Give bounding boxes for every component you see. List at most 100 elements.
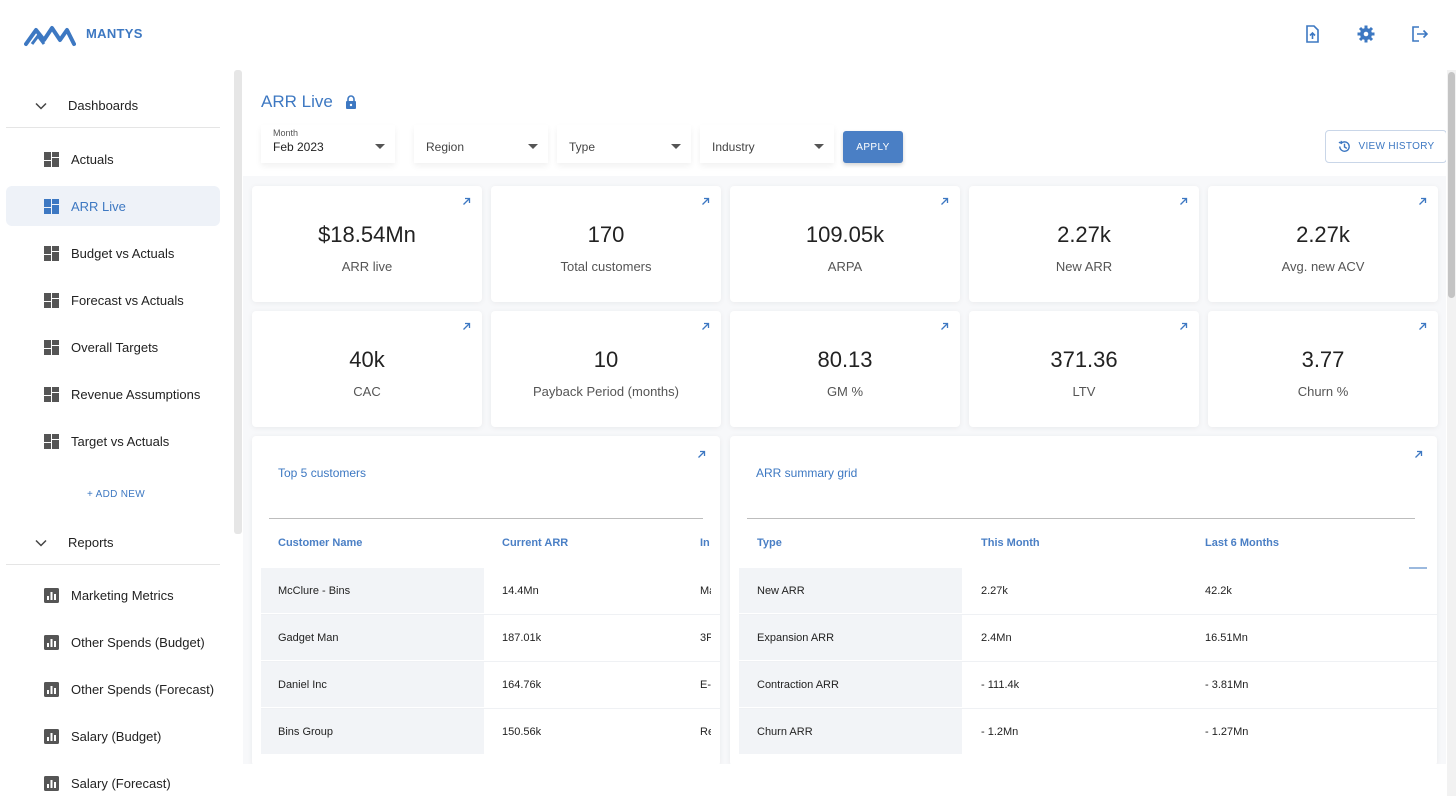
caret-down-icon bbox=[528, 144, 538, 149]
sidebar-item-other-spends-budget[interactable]: Other Spends (Budget) bbox=[6, 622, 220, 662]
kpi-label: ARR live bbox=[341, 259, 393, 274]
scrollbar-thumb[interactable] bbox=[1448, 72, 1455, 298]
sidebar-item-target-vs-actuals[interactable]: Target vs Actuals bbox=[6, 421, 220, 461]
bar-chart-icon bbox=[44, 587, 59, 603]
scroll-indicator bbox=[1409, 567, 1427, 569]
arr-summary-panel: ARR summary grid Type This Month Last 6 … bbox=[730, 436, 1437, 764]
table-cell: Contraction ARR bbox=[757, 679, 839, 691]
kpi-label: Payback Period (months) bbox=[533, 384, 679, 399]
kpi-value: 10 bbox=[593, 347, 619, 372]
sidebar-item-overall-targets[interactable]: Overall Targets bbox=[6, 327, 220, 367]
sidebar-section-reports[interactable]: Reports bbox=[6, 521, 220, 565]
caret-down-icon bbox=[375, 144, 385, 149]
kpi-card-payback-period: 10 Payback Period (months) bbox=[491, 311, 721, 427]
mountain-logo-icon bbox=[24, 26, 76, 46]
row-divider bbox=[739, 661, 1437, 662]
sidebar-item-marketing-metrics[interactable]: Marketing Metrics bbox=[6, 575, 220, 615]
table-cell: Re bbox=[700, 726, 711, 738]
kpi-value: 3.77 bbox=[1301, 347, 1345, 372]
table-cell: Bins Group bbox=[278, 726, 334, 738]
sidebar-item-label: Budget vs Actuals bbox=[71, 245, 175, 261]
apply-button[interactable]: APPLY bbox=[843, 131, 903, 163]
month-select-label: Month bbox=[273, 128, 299, 138]
kpi-value: 371.36 bbox=[1050, 347, 1118, 372]
dashboard-icon bbox=[44, 198, 59, 214]
column-header[interactable]: This Month bbox=[981, 537, 1040, 549]
region-select[interactable]: Region bbox=[414, 125, 548, 163]
industry-select-placeholder: Industry bbox=[712, 140, 755, 154]
bar-chart-icon bbox=[44, 681, 59, 697]
kpi-card-cac: 40k CAC bbox=[252, 311, 482, 427]
gear-icon[interactable] bbox=[1356, 24, 1376, 44]
kpi-label: Avg. new ACV bbox=[1281, 259, 1365, 274]
sidebar-item-label: ARR Live bbox=[71, 198, 126, 214]
table-cell: 2.27k bbox=[981, 585, 1008, 597]
expand-arrow-icon[interactable] bbox=[701, 322, 710, 331]
expand-arrow-icon[interactable] bbox=[940, 322, 949, 331]
kpi-card-new-arr: 2.27k New ARR bbox=[969, 186, 1199, 302]
table-cell: 3P bbox=[700, 632, 711, 644]
table-cell: 42.2k bbox=[1205, 585, 1232, 597]
expand-arrow-icon[interactable] bbox=[1179, 322, 1188, 331]
divider bbox=[269, 518, 703, 519]
lock-icon bbox=[345, 95, 356, 109]
table-cell: Expansion ARR bbox=[757, 632, 835, 644]
sidebar-item-revenue-assumptions[interactable]: Revenue Assumptions bbox=[6, 374, 220, 414]
table-cell: 14.4Mn bbox=[502, 585, 539, 597]
sidebar-item-forecast-vs-actuals[interactable]: Forecast vs Actuals bbox=[6, 280, 220, 320]
expand-arrow-icon[interactable] bbox=[1418, 197, 1427, 206]
expand-arrow-icon[interactable] bbox=[1418, 322, 1427, 331]
expand-arrow-icon[interactable] bbox=[940, 197, 949, 206]
sidebar-item-label: Actuals bbox=[71, 151, 114, 167]
table-cell: 164.76k bbox=[502, 679, 542, 691]
expand-arrow-icon[interactable] bbox=[1179, 197, 1188, 206]
column-header[interactable]: Customer Name bbox=[278, 537, 363, 549]
panel-title: Top 5 customers bbox=[278, 466, 367, 480]
row-highlight bbox=[261, 615, 484, 661]
brand-logo[interactable]: MANTYS bbox=[24, 18, 143, 48]
caret-down-icon bbox=[814, 144, 824, 149]
sidebar-item-other-spends-forecast[interactable]: Other Spends (Forecast) bbox=[6, 669, 220, 709]
kpi-card-gm-percent: 80.13 GM % bbox=[730, 311, 960, 427]
expand-arrow-icon[interactable] bbox=[697, 450, 706, 459]
expand-arrow-icon[interactable] bbox=[462, 197, 471, 206]
industry-select[interactable]: Industry bbox=[700, 125, 834, 163]
table-cell: McClure - Bins bbox=[278, 585, 351, 597]
page-scrollbar[interactable] bbox=[1447, 70, 1456, 796]
sidebar-item-label: Marketing Metrics bbox=[71, 587, 174, 603]
column-header[interactable]: Current ARR bbox=[502, 537, 569, 549]
sidebar-item-salary-budget[interactable]: Salary (Budget) bbox=[6, 716, 220, 756]
expand-arrow-icon[interactable] bbox=[1414, 450, 1423, 459]
bar-chart-icon bbox=[44, 775, 59, 791]
kpi-value: 109.05k bbox=[805, 222, 885, 247]
logout-icon[interactable] bbox=[1410, 24, 1430, 44]
sidebar-item-label: Forecast vs Actuals bbox=[71, 292, 184, 308]
column-header[interactable]: Type bbox=[757, 537, 782, 549]
sidebar-scrollbar[interactable] bbox=[234, 70, 242, 534]
add-new-dashboard-link[interactable]: + ADD NEW bbox=[87, 489, 145, 500]
type-select[interactable]: Type bbox=[557, 125, 691, 163]
column-header[interactable]: In bbox=[700, 537, 710, 549]
dashboard-icon bbox=[44, 245, 59, 261]
dashboard-icon bbox=[44, 433, 59, 449]
table-cell: E- bbox=[700, 679, 711, 691]
sidebar-item-salary-forecast[interactable]: Salary (Forecast) bbox=[6, 763, 220, 803]
sidebar-section-dashboards[interactable]: Dashboards bbox=[6, 84, 220, 128]
expand-arrow-icon[interactable] bbox=[701, 197, 710, 206]
sidebar-item-budget-vs-actuals[interactable]: Budget vs Actuals bbox=[6, 233, 220, 273]
dashboard-icon bbox=[44, 339, 59, 355]
sidebar-item-arr-live[interactable]: ARR Live bbox=[6, 186, 220, 226]
dashboard-icon bbox=[44, 151, 59, 167]
month-select[interactable]: Month Feb 2023 bbox=[261, 125, 395, 163]
column-header[interactable]: Last 6 Months bbox=[1205, 537, 1279, 549]
file-upload-icon[interactable] bbox=[1302, 24, 1322, 44]
view-history-button[interactable]: VIEW HISTORY bbox=[1325, 130, 1446, 163]
table-cell: - 111.4k bbox=[981, 679, 1020, 691]
top-customers-panel: Top 5 customers Customer Name Current AR… bbox=[252, 436, 720, 764]
expand-arrow-icon[interactable] bbox=[462, 322, 471, 331]
kpi-label: Total customers bbox=[560, 259, 652, 274]
sidebar: Dashboards Actuals ARR Live Budget vs Ac… bbox=[0, 70, 234, 796]
kpi-card-total-customers: 170 Total customers bbox=[491, 186, 721, 302]
sidebar-item-actuals[interactable]: Actuals bbox=[6, 139, 220, 179]
sidebar-item-label: Salary (Budget) bbox=[71, 728, 162, 744]
